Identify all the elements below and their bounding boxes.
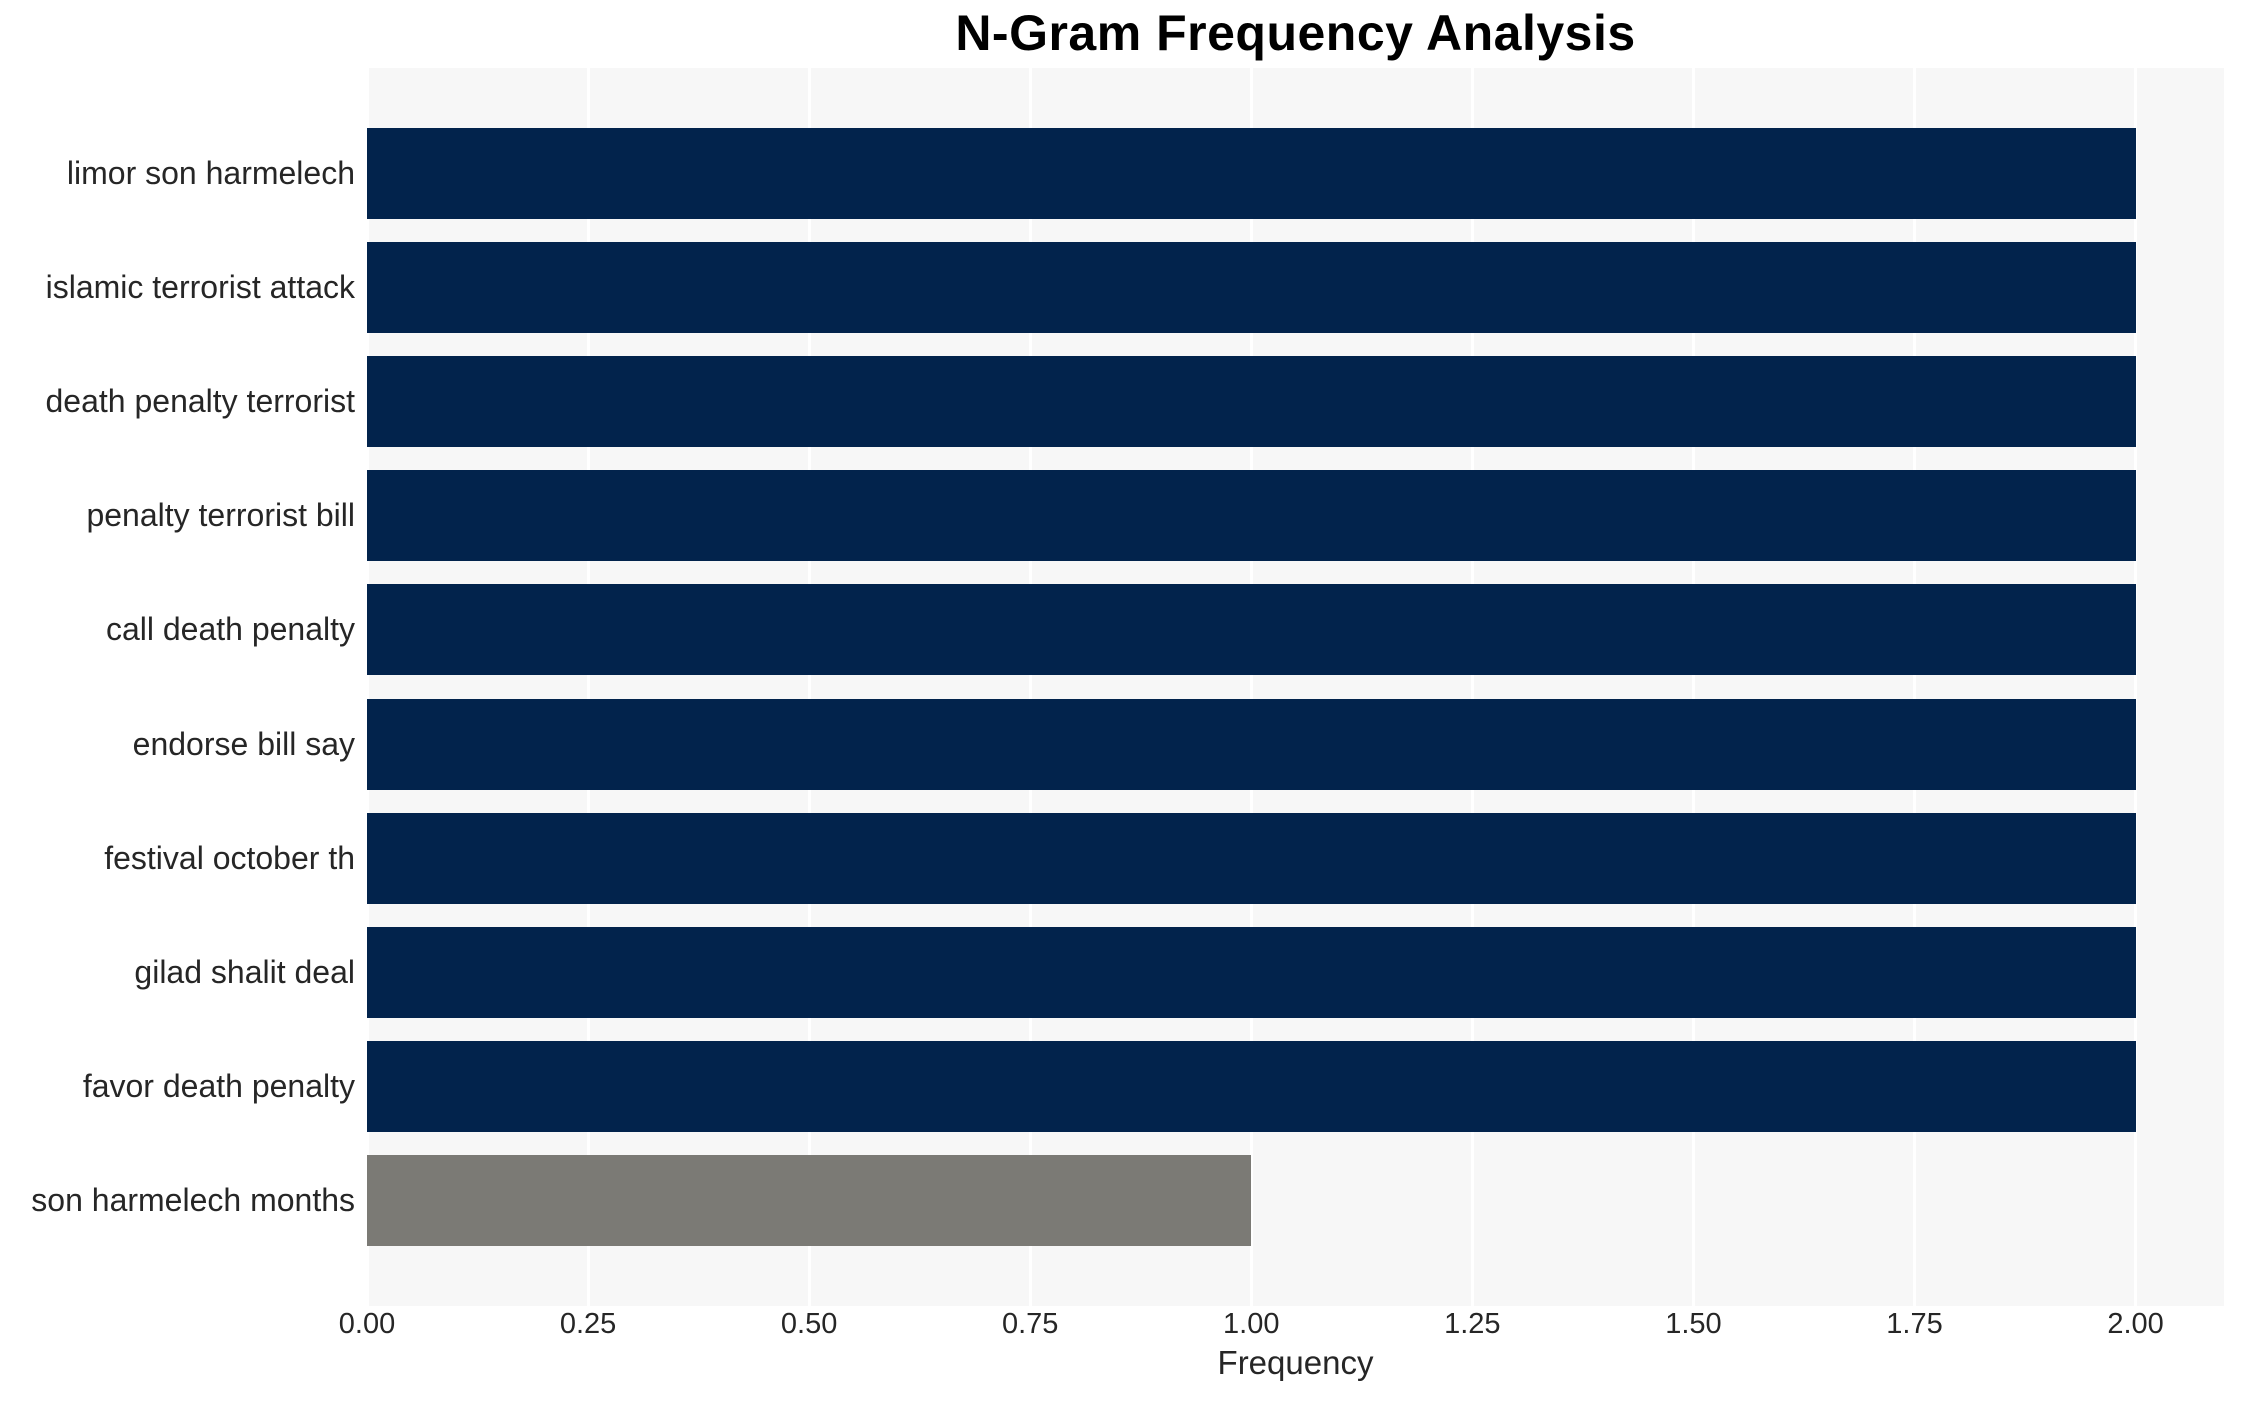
y-axis-label: endorse bill say	[132, 725, 355, 762]
gridline	[1028, 68, 1032, 1306]
gridline	[2134, 68, 2138, 1306]
x-tick-label: 0.00	[338, 1308, 396, 1340]
x-axis-label: Frequency	[1217, 1344, 1374, 1381]
x-tick-label: 1.25	[1444, 1308, 1501, 1340]
gridline	[365, 68, 369, 1306]
gridline	[807, 68, 811, 1306]
y-axis-label: penalty terrorist bill	[86, 497, 355, 534]
bar-gilad-shalit-deal	[367, 926, 2136, 1018]
gridline	[1470, 68, 1474, 1306]
gridline	[1691, 68, 1695, 1306]
y-axis-label: limor son harmelech	[66, 155, 355, 191]
y-axis-label: islamic terrorist attack	[45, 269, 355, 306]
bar-death-penalty-terrorist	[367, 356, 2136, 448]
gridline	[1913, 68, 1916, 1306]
bar-festival-october-th	[367, 812, 2136, 904]
y-axis-label: death penalty terrorist	[45, 383, 356, 420]
y-axis-labels: limor son harmelech islamic terrorist att…	[0, 68, 355, 1306]
x-tick-label: 1.00	[1223, 1308, 1280, 1340]
bar-favor-death-penalty	[367, 1040, 2136, 1132]
bar-endorse-bill-say	[367, 698, 2136, 790]
gridline	[586, 68, 590, 1306]
chart-title: N-Gram Frequency Analysis	[955, 5, 1636, 61]
y-axis-label: son harmelech months	[31, 1181, 355, 1218]
y-axis-label: gilad shalit deal	[134, 953, 355, 990]
x-tick-label: 1.50	[1665, 1308, 1722, 1340]
bar-son-harmelech-months	[367, 1154, 1252, 1246]
x-tick-label: 2.00	[2107, 1308, 2164, 1340]
bar-penalty-terrorist-bill	[367, 470, 2136, 562]
y-axis-label: call death penalty	[105, 611, 355, 648]
plot-area	[365, 68, 2224, 1306]
x-axis-ticks: 0.00 0.25 0.50 0.75 1.00 1.25 1.50 1.75 2.00	[339, 1308, 2224, 1346]
gridline	[1249, 68, 1253, 1306]
x-tick-label: 0.75	[1001, 1308, 1059, 1340]
bar-call-death-penalty	[367, 584, 2136, 676]
x-tick-label: 0.50	[780, 1308, 838, 1340]
x-tick-label: 1.75	[1886, 1308, 1943, 1340]
bar-limor-son-harmelech	[367, 128, 2136, 219]
y-axis-label: festival october th	[104, 839, 355, 876]
x-tick-label: 0.25	[559, 1308, 617, 1340]
y-axis-label: favor death penalty	[82, 1067, 355, 1104]
bar-islamic-terrorist-attack	[367, 242, 2136, 334]
